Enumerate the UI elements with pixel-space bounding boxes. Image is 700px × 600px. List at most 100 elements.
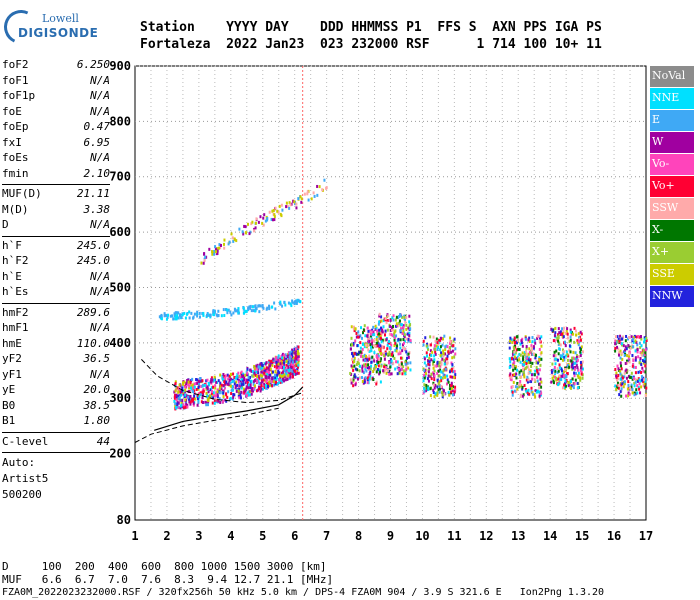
echo-point <box>514 365 517 369</box>
echo-point <box>222 378 225 382</box>
echo-point <box>617 373 620 377</box>
param-value: 3.38 <box>83 202 111 216</box>
echo-point <box>364 367 367 371</box>
echo-point <box>378 312 381 316</box>
echo-point <box>285 363 288 367</box>
echo-point <box>580 371 583 375</box>
echo-point <box>371 333 374 337</box>
echo-point <box>622 385 625 389</box>
echo-point <box>378 368 381 372</box>
echo-point <box>453 390 456 394</box>
echo-point <box>512 345 515 349</box>
echo-point <box>531 361 534 365</box>
echo-point <box>277 369 280 373</box>
echo-point <box>205 391 208 395</box>
echo-point <box>441 393 444 397</box>
echo-point <box>448 370 451 374</box>
param-value: N/A <box>90 104 110 118</box>
echo-point <box>292 365 295 369</box>
echo-point <box>509 372 512 376</box>
echo-point <box>527 358 530 362</box>
echo-point <box>205 401 208 405</box>
echo-point <box>423 387 426 391</box>
echo-point <box>268 304 271 308</box>
echo-point <box>632 359 635 363</box>
echo-point <box>537 361 540 365</box>
echo-point <box>557 383 560 387</box>
echo-point <box>557 352 560 356</box>
echo-point <box>186 403 189 407</box>
echo-point <box>368 336 371 340</box>
echo-point <box>402 365 405 369</box>
echo-point <box>569 335 572 339</box>
echo-point <box>519 353 522 357</box>
echo-point <box>293 369 296 373</box>
echo-point <box>223 238 226 242</box>
echo-point <box>243 311 246 315</box>
echo-point <box>212 312 215 316</box>
echo-point <box>408 324 411 328</box>
echo-point <box>261 366 264 370</box>
echo-point <box>575 354 578 358</box>
echo-point <box>204 383 207 387</box>
echo-point <box>172 317 175 321</box>
echo-point <box>223 242 226 246</box>
echo-point <box>618 393 621 397</box>
echo-point <box>402 346 405 350</box>
echo-point <box>363 353 366 357</box>
echo-point <box>185 382 188 386</box>
echo-point <box>231 397 234 401</box>
echo-point <box>368 349 371 353</box>
echo-point <box>523 351 526 355</box>
echo-point <box>634 392 637 396</box>
echo-point <box>394 318 397 322</box>
echo-point <box>620 387 623 391</box>
echo-point <box>251 369 254 373</box>
echo-point <box>246 391 249 395</box>
echo-point <box>218 243 221 247</box>
echo-point <box>285 357 288 361</box>
echo-point <box>365 354 368 358</box>
echo-point <box>562 352 565 356</box>
param-value: 110.0 <box>76 336 110 350</box>
echo-point <box>390 353 393 357</box>
echo-point <box>230 377 233 381</box>
echo-point <box>290 362 293 366</box>
param-name: fxI <box>2 135 22 149</box>
digisonde-logo: Lowell DIGISONDE <box>0 5 98 49</box>
logo-text-lowell: Lowell <box>42 12 79 25</box>
echo-point <box>446 354 449 358</box>
echo-point <box>530 380 533 384</box>
echo-point <box>631 377 634 381</box>
echo-point <box>359 350 362 354</box>
echo-point <box>349 371 352 375</box>
x-tick-label: 1 <box>131 529 138 543</box>
echo-point <box>210 392 213 396</box>
echo-point <box>213 401 216 405</box>
echo-point <box>176 402 179 406</box>
echo-point <box>263 369 266 373</box>
echo-point <box>581 350 584 354</box>
echo-point <box>399 323 402 327</box>
echo-point <box>625 368 628 372</box>
echo-point <box>176 400 179 404</box>
echo-point <box>407 339 410 343</box>
echo-point <box>557 369 560 373</box>
echo-point <box>615 388 618 392</box>
echo-point <box>202 261 205 265</box>
echo-point <box>554 357 557 361</box>
echo-point <box>247 222 250 226</box>
param-value: 20.0 <box>83 383 111 396</box>
echo-point <box>513 352 516 356</box>
echo-point <box>425 389 428 393</box>
echo-point <box>550 370 553 374</box>
echo-point <box>520 369 523 373</box>
echo-point <box>287 360 290 364</box>
echo-point <box>403 315 406 319</box>
echo-point <box>270 305 273 309</box>
echo-point <box>235 389 238 393</box>
echo-point <box>634 365 637 369</box>
echo-point <box>378 358 381 362</box>
echo-point <box>430 358 433 362</box>
echo-point <box>361 331 364 335</box>
